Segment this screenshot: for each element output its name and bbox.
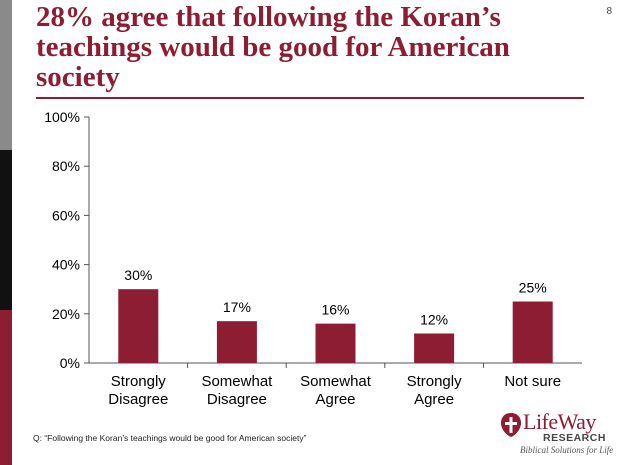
x-category-label: Agree (414, 391, 454, 408)
side-strip-black (0, 150, 12, 310)
y-tick-label: 100% (44, 109, 80, 125)
bar (315, 323, 356, 363)
bar (512, 301, 553, 363)
y-tick-label: 20% (52, 306, 80, 322)
bar-value-label: 17% (223, 299, 251, 315)
title-rule (36, 97, 584, 99)
bar (216, 321, 257, 363)
x-category-label: Strongly (407, 373, 463, 390)
x-category-label: Strongly (111, 373, 167, 390)
bar (414, 333, 455, 363)
x-category-label: Disagree (207, 391, 267, 408)
x-category-label: Somewhat (201, 373, 273, 390)
bar (118, 289, 159, 363)
slide-number: 8 (606, 6, 612, 17)
x-category-label: Disagree (108, 391, 168, 408)
side-strip-red (0, 310, 12, 465)
logo-subtitle: RESEARCH (543, 432, 606, 444)
bar-value-label: 16% (321, 302, 349, 318)
y-tick-label: 60% (52, 207, 80, 223)
logo-tagline: Biblical Solutions for Life (520, 445, 614, 455)
logo-wordmark: LifeWay (523, 409, 596, 434)
bar-value-label: 25% (519, 280, 547, 296)
y-tick-label: 40% (52, 257, 80, 273)
question-footnote: Q: “Following the Koran’s teachings woul… (33, 433, 307, 443)
bar-value-label: 30% (124, 267, 152, 283)
side-strip-grey (0, 0, 12, 150)
slide-title: 28% agree that following the Koran’s tea… (36, 1, 510, 93)
bar-value-label: 12% (420, 311, 448, 327)
x-category-label: Not sure (504, 373, 561, 390)
y-tick-label: 80% (52, 158, 80, 174)
x-category-label: Somewhat (300, 373, 372, 390)
y-tick-label: 0% (60, 355, 80, 371)
lifeway-logo: LifeWay RESEARCH Biblical Solutions for … (500, 409, 620, 465)
lifeway-cross-icon (501, 413, 521, 437)
x-category-label: Agree (315, 391, 355, 408)
